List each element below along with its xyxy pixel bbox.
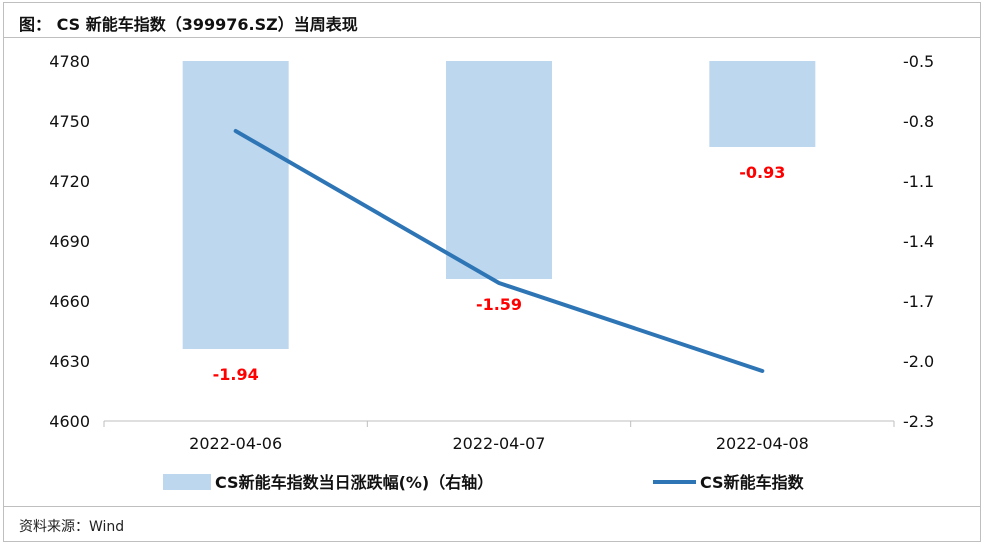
left-axis-tick: 4690 — [49, 232, 90, 251]
bar-2022-04-06 — [182, 61, 289, 349]
right-axis-tick: -0.8 — [903, 112, 934, 131]
x-axis-label: 2022-04-07 — [453, 434, 546, 453]
title-bar: 图： CS 新能车指数（399976.SZ）当周表现 — [3, 2, 981, 38]
source-bar: 资料来源：Wind — [3, 506, 981, 542]
legend-swatch-bar — [163, 474, 211, 490]
right-axis-tick: -1.7 — [903, 292, 934, 311]
right-axis-tick: -1.1 — [903, 172, 934, 191]
bar-data-label: -1.59 — [476, 295, 522, 314]
left-axis-tick: 4780 — [49, 52, 90, 71]
bar-2022-04-08 — [709, 61, 816, 147]
bar-data-label: -1.94 — [213, 365, 259, 384]
chart-title: 图： CS 新能车指数（399976.SZ）当周表现 — [19, 15, 358, 34]
x-axis-label: 2022-04-08 — [716, 434, 809, 453]
x-axis-label: 2022-04-06 — [189, 434, 282, 453]
legend-label-bar: CS新能车指数当日涨跌幅(%)（右轴） — [215, 473, 493, 492]
left-axis-tick: 4720 — [49, 172, 90, 191]
right-axis-tick: -2.3 — [903, 412, 934, 431]
right-axis-tick: -0.5 — [903, 52, 934, 71]
legend-label-line: CS新能车指数 — [700, 473, 805, 492]
bar-data-label: -0.93 — [739, 163, 785, 182]
right-axis-tick: -1.4 — [903, 232, 934, 251]
bar-2022-04-07 — [446, 61, 552, 279]
left-axis-tick: 4630 — [49, 352, 90, 371]
source-note: 资料来源：Wind — [19, 519, 125, 535]
right-axis-tick: -2.0 — [903, 352, 934, 371]
chart-frame — [3, 2, 981, 542]
left-axis-tick: 4600 — [49, 412, 90, 431]
left-axis-tick: 4750 — [49, 112, 90, 131]
left-axis-tick: 4660 — [49, 292, 90, 311]
